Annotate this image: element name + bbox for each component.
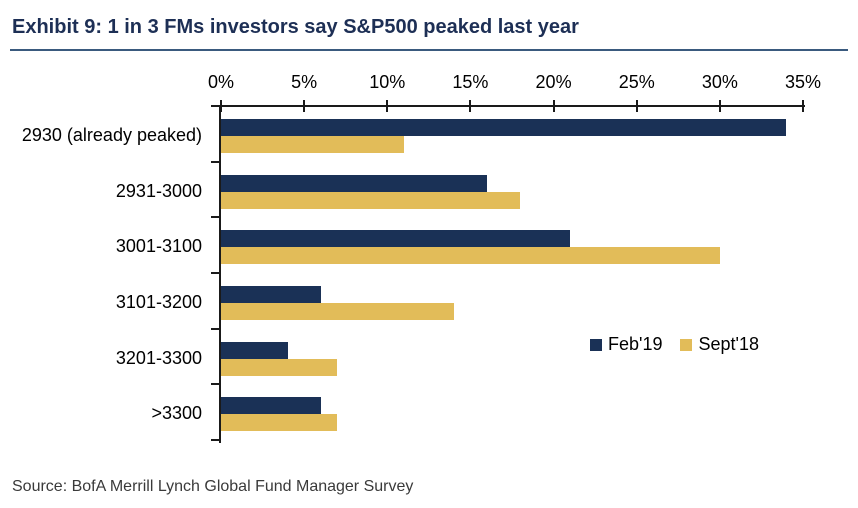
legend-item-feb19: Feb'19	[590, 334, 662, 355]
bar-sept18	[221, 414, 338, 432]
y-axis-tick	[211, 105, 220, 107]
category-label: 2930 (already peaked)	[21, 125, 202, 145]
legend-label-feb19: Feb'19	[608, 334, 663, 354]
category-label: 3101-3200	[115, 292, 202, 312]
x-axis-tick-label: 15%	[452, 72, 489, 92]
category-label: 3001-3100	[115, 236, 202, 257]
x-axis-tick-label: 25%	[618, 72, 655, 92]
x-axis-tick-label: 5%	[291, 72, 318, 92]
x-axis-tick-label: 0%	[207, 72, 234, 92]
title-rule	[10, 49, 848, 51]
bar-sept18	[221, 358, 338, 376]
category-label: 3201-3300	[115, 347, 202, 368]
legend: Feb'19 Sept'18	[590, 334, 759, 355]
y-axis-tick	[211, 216, 220, 219]
chart-title: Exhibit 9: 1 in 3 FMs investors say S&P5…	[12, 16, 579, 38]
bar-feb19	[221, 230, 571, 248]
category-label: >3300	[151, 403, 202, 424]
x-axis-tick	[718, 100, 721, 112]
x-axis-tick	[469, 100, 472, 112]
x-axis-tick	[635, 100, 638, 112]
bar-sept18	[221, 303, 454, 320]
y-axis-tick	[211, 439, 220, 441]
x-axis-tick	[220, 100, 222, 112]
bar-sept18	[221, 191, 521, 209]
y-axis-tick	[211, 327, 220, 330]
legend-swatch-sept18	[680, 338, 693, 351]
x-axis-tick-label: 35%	[784, 72, 822, 92]
source-note: Source: BofA Merrill Lynch Global Fund M…	[12, 478, 414, 495]
legend-label-sept18: Sept'18	[698, 334, 759, 354]
y-axis-tick	[211, 272, 220, 274]
x-axis-tick	[802, 100, 804, 112]
category-label: 2931-3000	[115, 180, 202, 201]
bar-feb19	[221, 341, 288, 359]
x-axis-line	[220, 105, 805, 107]
x-axis-tick-label: 10%	[369, 72, 406, 92]
y-axis-tick	[211, 160, 220, 163]
bar-sept18	[221, 247, 720, 265]
bar-feb19	[221, 174, 488, 192]
x-axis-tick	[303, 100, 306, 112]
bar-sept18	[221, 136, 404, 153]
x-axis-tick-label: 30%	[701, 72, 738, 92]
bar-feb19	[221, 286, 321, 303]
x-axis-tick	[386, 100, 389, 112]
x-axis-tick-label: 20%	[535, 72, 572, 92]
legend-swatch-feb19	[590, 338, 602, 351]
bar-feb19	[221, 119, 787, 136]
bar-feb19	[221, 397, 321, 415]
y-axis-line	[219, 105, 221, 443]
y-axis-tick	[211, 383, 220, 386]
x-axis-tick	[552, 100, 555, 112]
legend-item-sept18: Sept'18	[680, 334, 759, 355]
